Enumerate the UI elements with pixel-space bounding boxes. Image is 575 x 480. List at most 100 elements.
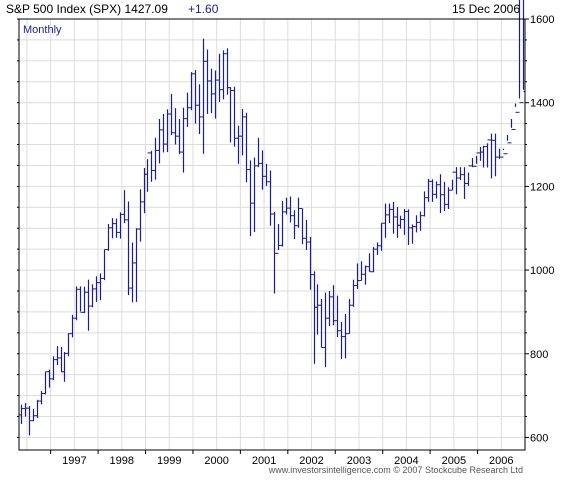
ohlc-bar xyxy=(296,197,301,228)
ohlc-bar xyxy=(481,145,486,168)
ohlc-bar xyxy=(347,298,352,335)
ohlc-bar xyxy=(513,103,518,130)
ohlc-bar xyxy=(47,369,52,388)
ohlc-bar xyxy=(228,87,233,143)
ohlc-bar xyxy=(165,109,170,153)
ohlc-bar xyxy=(169,93,174,135)
y-tick-label: 1400 xyxy=(530,98,554,110)
ohlc-bar xyxy=(414,215,419,233)
ohlc-bar xyxy=(375,242,380,256)
ohlc-bar xyxy=(118,212,123,239)
ohlc-bar xyxy=(252,157,257,232)
ohlc-bar xyxy=(478,147,483,161)
x-tick-label: 2006 xyxy=(489,455,513,467)
ohlc-bar xyxy=(62,352,67,382)
ohlc-bar xyxy=(497,148,502,159)
x-tick-label: 2004 xyxy=(394,455,418,467)
ohlc-bar xyxy=(319,298,324,348)
ohlc-bar xyxy=(157,119,162,164)
ohlc-bar xyxy=(19,404,24,425)
ohlc-bar xyxy=(106,224,111,251)
y-tick-label: 600 xyxy=(530,432,548,444)
ohlc-bar xyxy=(66,333,71,357)
y-tick-label: 800 xyxy=(530,349,548,361)
ohlc-bar xyxy=(134,228,139,302)
plot-frame xyxy=(18,18,526,451)
ohlc-bar xyxy=(446,187,451,209)
ohlc-bar xyxy=(59,347,64,373)
ohlc-bar xyxy=(280,201,285,247)
ohlc-bar xyxy=(442,181,447,212)
ohlc-bar xyxy=(193,70,198,124)
x-tick-label: 1999 xyxy=(157,455,181,467)
ohlc-bar xyxy=(185,92,190,127)
grid-x xyxy=(26,19,502,450)
ohlc-bar xyxy=(462,167,467,199)
ohlc-bar xyxy=(244,112,249,183)
ohlc-bar xyxy=(86,279,91,331)
ohlc-bar xyxy=(359,261,364,282)
ohlc-bar xyxy=(205,49,210,114)
ohlc-bar xyxy=(335,295,340,338)
ohlc-bar xyxy=(232,86,237,147)
x-tick-label: 1997 xyxy=(62,455,86,467)
ohlc-bar xyxy=(90,284,95,308)
ohlc-bar xyxy=(197,84,202,135)
ohlc-bar xyxy=(55,346,60,366)
ohlc-bar xyxy=(272,211,277,294)
ohlc-bar xyxy=(145,152,150,192)
ohlc-bar xyxy=(78,286,83,313)
ohlc-bar xyxy=(102,249,107,281)
ohlc-bar xyxy=(114,218,119,238)
ohlc-bar xyxy=(51,356,56,381)
ohlc-bar xyxy=(367,253,372,273)
y-tick-label: 1000 xyxy=(530,265,554,277)
x-tick-label: 2001 xyxy=(252,455,276,467)
x-tick-label: 1998 xyxy=(110,455,134,467)
ohlc-bar xyxy=(236,125,241,164)
ohlc-bar xyxy=(391,201,396,234)
ohlc-bar xyxy=(312,271,317,364)
ohlc-bar xyxy=(450,171,455,191)
ohlc-bar xyxy=(371,247,376,273)
ohlc-bar xyxy=(466,165,471,186)
ohlc-bar xyxy=(288,196,293,223)
ohlc-bar xyxy=(130,242,135,303)
period-label: Monthly xyxy=(23,24,62,36)
ohlc-bar xyxy=(39,390,44,405)
y-tick-label: 1200 xyxy=(530,181,554,193)
ohlc-bar xyxy=(331,285,336,326)
ohlc-bar xyxy=(406,209,411,245)
ohlc-bar xyxy=(82,286,87,314)
ohlc-bar xyxy=(248,160,253,237)
ohlc-bar xyxy=(264,163,269,186)
ohlc-bar xyxy=(410,224,415,244)
ohlc-bar xyxy=(395,206,400,238)
ohlc-bar xyxy=(387,203,392,224)
ohlc-bar xyxy=(43,371,48,395)
ohlc-bar xyxy=(493,133,498,177)
ohlc-bar xyxy=(300,208,305,245)
ohlc-bar xyxy=(213,70,218,119)
ohlc-bar xyxy=(402,208,407,235)
ohlc-bar xyxy=(217,53,222,102)
ohlc-bar xyxy=(221,50,226,100)
ohlc-bar xyxy=(31,408,36,422)
ohlc-bar xyxy=(505,134,510,155)
ohlc-bar xyxy=(209,68,214,114)
ohlc-bar xyxy=(189,72,194,111)
ohlc-bar xyxy=(434,181,439,199)
ohlc-bar xyxy=(260,150,265,190)
ohlc-bar xyxy=(458,167,463,181)
ohlc-bar xyxy=(23,403,28,417)
ohlc-bar xyxy=(363,265,368,285)
ohlc-bar xyxy=(323,292,328,368)
ohlc-bar xyxy=(379,222,384,251)
x-tick-label: 2000 xyxy=(204,455,228,467)
ohlc-bar xyxy=(149,150,154,182)
y-axis: 600 800 1000 1200 1400 1600 xyxy=(17,14,554,444)
ohlc-bar xyxy=(474,152,479,167)
ohlc-bar xyxy=(181,107,186,173)
ohlc-bar xyxy=(438,174,443,214)
grid-y xyxy=(19,39,525,438)
